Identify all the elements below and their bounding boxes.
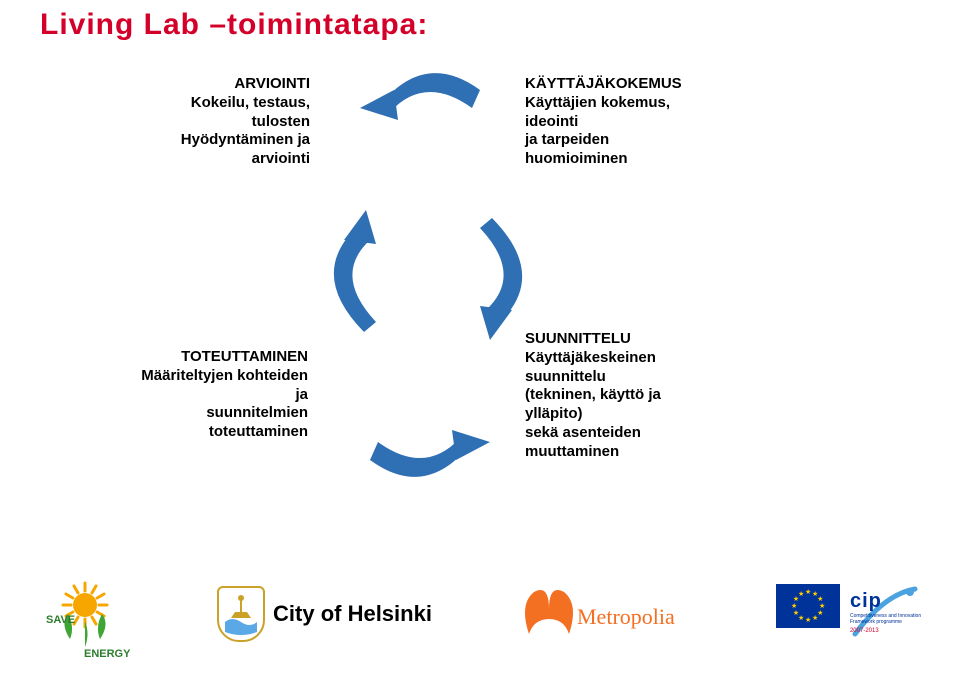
logo-metropolia: Metropolia [519,584,689,644]
block-heading: ARVIOINTI [110,75,310,94]
block-line: suunnitelmien [88,404,308,423]
cip-tagline: Competitiveness and Innovation Framework… [850,614,921,625]
block-heading: KÄYTTÄJÄKOKEMUS [525,75,745,94]
block-line: (tekninen, käyttö ja [525,386,745,405]
block-line: huomioiminen [525,150,745,169]
logo-helsinki: City of Helsinki [217,586,432,642]
logo-save-energy: SAVE ENERGY [40,569,130,659]
block-line: arviointi [110,150,310,169]
cycle-arrow-right [480,210,540,340]
block-line: toteuttaminen [88,423,308,442]
block-line: sekä asenteiden [525,424,745,443]
footer-logos: SAVE ENERGY City of Helsinki Metropolia … [0,564,960,674]
svg-text:Metropolia: Metropolia [577,604,675,629]
svg-text:SAVE: SAVE [46,614,75,626]
block-line: Käyttäjien kokemus, [525,94,745,113]
block-line: Määriteltyjen kohteiden [88,367,308,386]
svg-text:ENERGY: ENERGY [84,648,130,659]
logo-eu-cip: ★★★★★★★★★★★★ cip Competitiveness and Inn… [776,584,920,644]
cip-logo-icon: cip Competitiveness and Innovation Frame… [850,584,920,644]
block-toteuttaminen: TOTEUTTAMINENMääriteltyjen kohteidenjasu… [88,348,308,442]
block-heading: TOTEUTTAMINEN [88,348,308,367]
block-line: ideointi [525,113,745,132]
cip-text: cip [850,590,882,613]
block-line: tulosten [110,113,310,132]
helsinki-text: City of Helsinki [273,601,432,627]
block-heading: SUUNNITTELU [525,330,745,349]
block-kayttajakokemus: KÄYTTÄJÄKOKEMUSKäyttäjien kokemus,ideoin… [525,75,745,169]
cycle-arrow-left [316,210,376,340]
block-line: Kokeilu, testaus, [110,94,310,113]
block-line: suunnittelu [525,368,745,387]
cycle-arrow-bottom [360,430,490,490]
block-line: ylläpito) [525,405,745,424]
block-line: Käyttäjäkeskeinen [525,349,745,368]
block-line: Hyödyntäminen ja [110,131,310,150]
page-title: Living Lab –toimintatapa: [40,8,428,42]
block-arviointi: ARVIOINTIKokeilu, testaus,tulostenHyödyn… [110,75,310,169]
block-line: ja [88,386,308,405]
block-line: ja tarpeiden [525,131,745,150]
cycle-arrow-top [360,60,490,120]
block-line: muuttaminen [525,443,745,462]
cip-years: 2007-2013 [850,628,879,634]
helsinki-crest-icon [217,586,265,642]
block-suunnittelu: SUUNNITTELUKäyttäjäkeskeinensuunnittelu(… [525,330,745,461]
eu-flag-icon: ★★★★★★★★★★★★ [776,584,840,628]
